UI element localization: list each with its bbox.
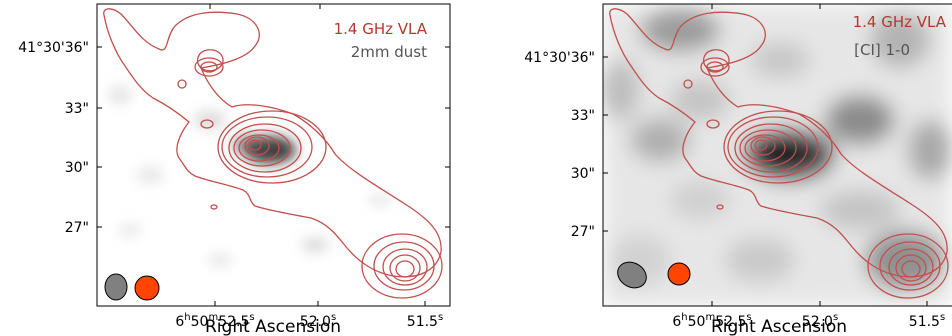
left-ytick-2: 30" bbox=[65, 160, 89, 176]
left-beam-gray bbox=[104, 273, 128, 301]
right-beam-orange bbox=[667, 262, 691, 286]
right-xtick-2: 51.5s bbox=[909, 312, 945, 330]
right-panel: 41°30'36" 33" 30" 27" 6h50m52.5s 52.0s 5… bbox=[524, 3, 952, 336]
right-ytick-3: 27" bbox=[571, 224, 595, 240]
right-ticks bbox=[603, 4, 928, 306]
left-ytick-3: 27" bbox=[65, 220, 89, 236]
left-heatmap bbox=[108, 85, 392, 268]
left-ytick-1: 33" bbox=[65, 101, 89, 117]
left-xtick-1: 52.0s bbox=[300, 312, 336, 330]
left-xlabel: Right Ascension bbox=[205, 317, 341, 336]
right-frame bbox=[602, 3, 952, 307]
left-xtick-2: 51.5s bbox=[407, 312, 443, 330]
left-xtick-0: 6h50m52.5s bbox=[175, 312, 254, 330]
left-ticks bbox=[97, 4, 450, 306]
right-legend-vla: 1.4 GHz VLA bbox=[853, 13, 947, 31]
left-ytick-0: 41°30'36" bbox=[18, 40, 89, 56]
right-ytick-0: 41°30'36" bbox=[524, 50, 595, 66]
right-legend-ci: [CI] 1-0 bbox=[854, 41, 910, 59]
left-legend-vla: 1.4 GHz VLA bbox=[334, 20, 428, 38]
right-xtick-0: 6h50m52.5s bbox=[672, 312, 751, 330]
left-beam-orange bbox=[134, 275, 160, 301]
right-xtick-1: 52.0s bbox=[802, 312, 838, 330]
right-xlabel: Right Ascension bbox=[711, 317, 847, 336]
right-ytick-1: 33" bbox=[571, 108, 595, 124]
right-beam-gray bbox=[617, 261, 647, 289]
left-frame bbox=[96, 3, 451, 307]
right-ytick-2: 30" bbox=[571, 166, 595, 182]
left-legend-dust: 2mm dust bbox=[351, 43, 427, 61]
left-panel: 41°30'36" 33" 30" 27" 6h50m52.5s 52.0s 5… bbox=[18, 3, 451, 336]
